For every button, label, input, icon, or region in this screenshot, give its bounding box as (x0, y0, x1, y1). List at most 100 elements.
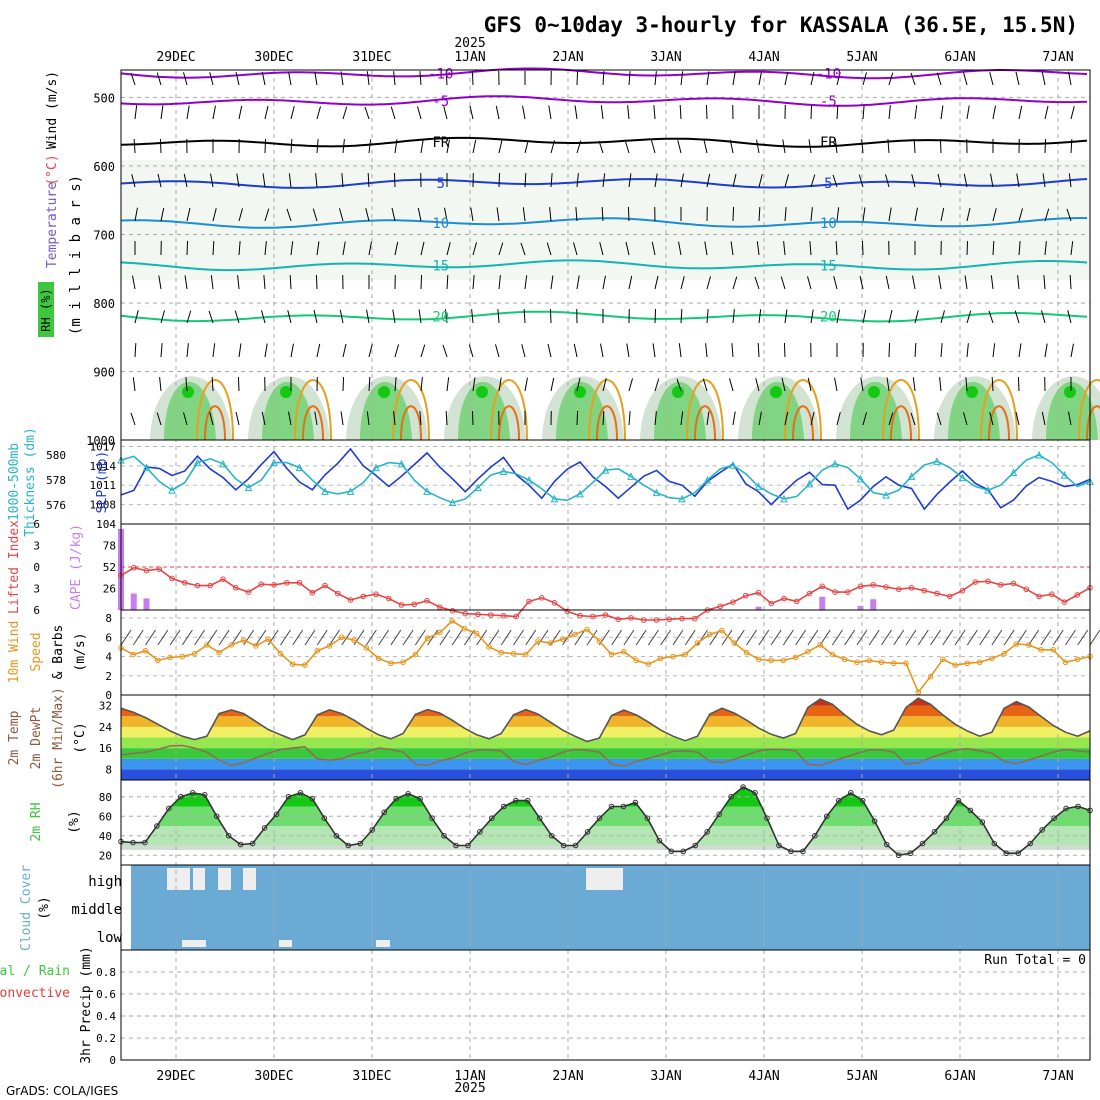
rh-line-marker (835, 797, 842, 804)
wind10-line-marker (903, 660, 909, 667)
rh-line-marker (584, 829, 591, 835)
wind-barb (966, 343, 969, 358)
wind10-barb (513, 629, 524, 646)
wind-barb (520, 242, 526, 256)
wind10-barb (1065, 629, 1076, 646)
date-label-top: 1JAN (454, 50, 485, 65)
isotherm-surface (686, 379, 724, 441)
wind-barb (809, 241, 812, 256)
wind10-line-marker (449, 618, 455, 624)
wind10-line-marker (878, 659, 885, 666)
lifted-index-line-marker (985, 578, 991, 585)
wind-barb (914, 105, 918, 120)
wind-barb (1070, 241, 1074, 256)
temp-band (121, 769, 1090, 780)
wind-barb (365, 208, 370, 222)
rh-fill-core (868, 386, 880, 398)
rh-line-marker (812, 832, 818, 839)
isotherm-surface (294, 379, 332, 441)
wind-barb (706, 173, 711, 188)
wind-barb (469, 105, 474, 120)
isotherm-surface (400, 405, 422, 441)
lifted-index-line-marker (232, 584, 239, 591)
wind-barb (729, 139, 734, 154)
wind10-line-marker (486, 644, 492, 650)
wind-barb (183, 173, 188, 188)
wind-barb (654, 309, 657, 324)
wind-barb (550, 140, 555, 154)
rh-line-marker (692, 842, 699, 849)
slp-tick: 1017 (90, 440, 117, 453)
wind-barb (290, 241, 294, 256)
lifted-index-line-marker (271, 582, 277, 588)
lifted-index-line-marker (640, 617, 647, 623)
wind-barb (652, 343, 656, 358)
rh-line-marker (668, 848, 675, 855)
thickness-line-marker (219, 459, 227, 468)
isotherm-surface (1086, 405, 1100, 441)
wind-barb (703, 139, 708, 154)
wind-barb (836, 72, 841, 86)
thickness-line-marker (474, 483, 482, 492)
wind10-barb (230, 629, 242, 646)
wind10-barb (660, 629, 672, 646)
wind10-barb (476, 629, 488, 646)
wind10-barb (145, 629, 156, 646)
wind-barb (1067, 310, 1072, 324)
wind-barb (394, 139, 398, 154)
upper-ylabel-degc: (°C) (45, 154, 60, 185)
thickness-line-marker (652, 488, 661, 497)
wind-barb (991, 377, 994, 392)
thickness-line-marker (958, 473, 967, 482)
wind-barb (602, 378, 607, 392)
wind10-line-marker (817, 642, 823, 648)
precip-tick: 0.8 (96, 966, 116, 979)
wind10-barb (917, 629, 929, 646)
wind-barb (862, 105, 865, 120)
wind-barb (704, 241, 708, 256)
rh-line-marker (716, 811, 722, 818)
wind-barb (130, 412, 136, 426)
wind10-line-marker (522, 651, 529, 658)
cloud-bar-high (218, 868, 231, 890)
thickness-line-marker (193, 458, 202, 467)
rh-line-marker (752, 790, 758, 796)
wind-barb (468, 344, 474, 358)
wind-barb (992, 241, 995, 256)
wind10-line-marker (989, 655, 995, 662)
wind-barb (936, 412, 942, 426)
wind-barb (186, 343, 189, 358)
wind-barb (651, 241, 656, 256)
wind-barb (732, 173, 737, 188)
lifted-index-line-marker (870, 582, 877, 588)
thickness-line-marker (244, 483, 253, 492)
wind-barb (419, 411, 422, 426)
rh-tick: 40 (99, 830, 112, 843)
wind-barb (576, 71, 579, 86)
rh-line-marker (967, 807, 974, 814)
wind-barb (1041, 71, 1046, 86)
pressure-tick: 700 (93, 228, 115, 242)
wind-barb (783, 343, 786, 358)
wind-barb (472, 377, 476, 392)
cloud-bar-low (182, 940, 206, 947)
lifted-index-line-marker (691, 615, 698, 622)
wind-barb (315, 275, 318, 290)
wind-barb (548, 105, 552, 120)
wind-barb (261, 310, 266, 324)
wind10-barb (881, 629, 892, 646)
wind-barb (264, 139, 267, 154)
wind-barb (1044, 139, 1047, 154)
wind-barb (858, 174, 864, 188)
wind-barb (939, 139, 942, 154)
wind10-line-marker (608, 651, 615, 658)
date-label-top: 31DEC (352, 50, 391, 65)
lifted-index-line-marker (513, 613, 520, 620)
rh-line-marker (883, 841, 890, 848)
wind-barb (627, 105, 630, 120)
wind-barb (810, 71, 815, 86)
thickness-line-marker (856, 474, 865, 483)
lifted-index-line-marker (436, 604, 443, 610)
wind10-barb (132, 629, 144, 646)
wind-barb (834, 139, 838, 154)
